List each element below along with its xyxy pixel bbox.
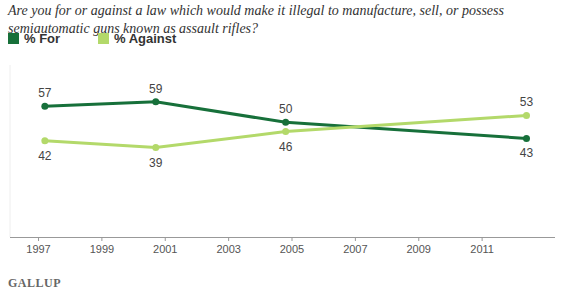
data-label: 59 [149,82,163,96]
x-tick-label: 2011 [470,243,494,255]
point [282,119,289,126]
x-tick-label: 2009 [407,243,431,255]
legend-label: % For [24,31,60,46]
x-tick-label: 1997 [26,243,50,255]
point [523,112,530,119]
point [523,135,530,142]
x-tick [165,237,166,241]
x-axis-line [10,237,555,238]
x-tick-label: 2003 [216,243,240,255]
x-tick [482,237,483,241]
legend-label: % Against [114,31,177,46]
point [41,137,48,144]
source: GALLUP [8,276,61,290]
y-axis-line [10,65,11,237]
data-label: 42 [38,149,52,163]
data-label: 50 [279,102,293,116]
x-tick [355,237,356,241]
data-label: 43 [520,146,534,160]
point [152,144,159,151]
point [41,103,48,110]
data-label: 53 [520,95,534,109]
x-tick-label: 2005 [280,243,304,255]
x-tick [228,237,229,241]
x-tick [292,237,293,241]
x-tick-label: 2001 [153,243,177,255]
x-tick [418,237,419,241]
data-label: 39 [149,156,163,170]
legend-swatch [98,33,109,44]
legend-swatch [8,33,19,44]
data-label: 57 [38,86,52,100]
x-tick [38,237,39,241]
x-tick-label: 1999 [90,243,114,255]
x-tick [101,237,102,241]
data-label: 46 [279,140,293,154]
title: Are you for or against a law which would… [8,2,556,38]
point [152,98,159,105]
chart: % For % Against 1997 1999 2001 2003 2005 2007 20… [0,0,564,294]
x-tick-label: 2007 [343,243,367,255]
point [282,128,289,135]
